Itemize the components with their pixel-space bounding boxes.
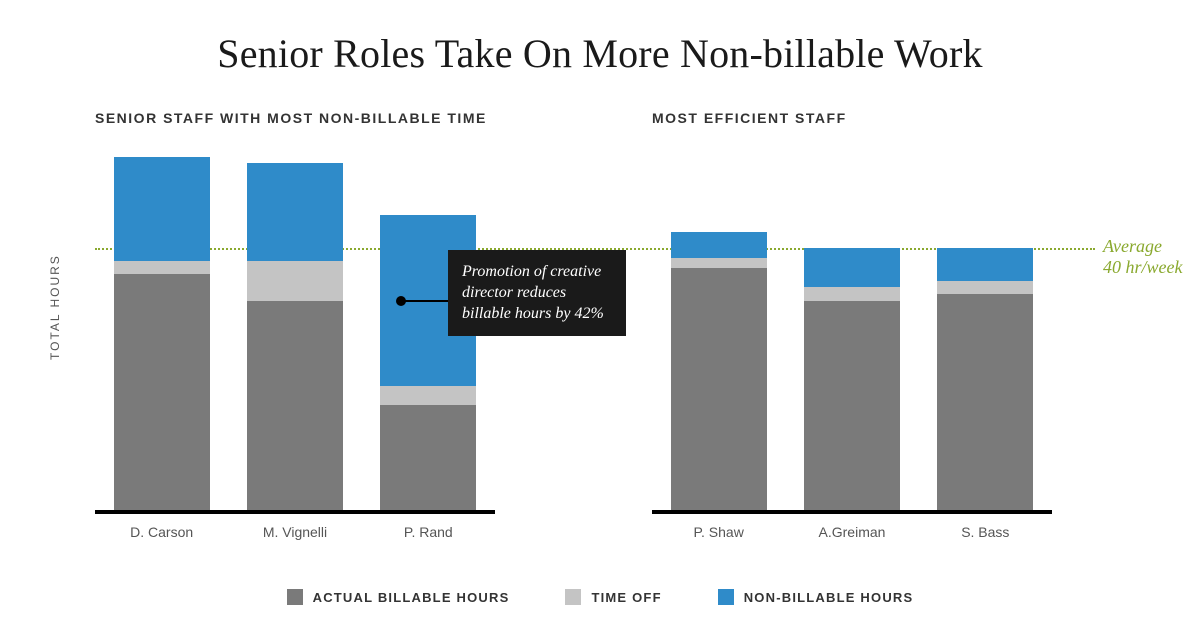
left-bars — [95, 150, 495, 510]
segment-nonbillable — [671, 232, 767, 258]
average-label-line2: 40 hr/week — [1103, 257, 1182, 277]
right-subtitle: MOST EFFICIENT STAFF — [652, 110, 847, 126]
legend-item: ACTUAL BILLABLE HOURS — [287, 589, 510, 605]
callout-connector-line — [400, 300, 448, 302]
segment-nonbillable — [114, 157, 210, 262]
bar — [804, 248, 900, 510]
segment-billable — [804, 301, 900, 510]
bar — [937, 248, 1033, 510]
legend: ACTUAL BILLABLE HOURS TIME OFF NON-BILLABL… — [0, 589, 1200, 605]
average-label-line1: Average — [1103, 236, 1162, 256]
callout-text: Promotion of creative director reduces b… — [462, 263, 604, 322]
segment-billable — [380, 405, 476, 510]
right-bars — [652, 150, 1052, 510]
legend-item: TIME OFF — [565, 589, 661, 605]
y-axis-label: TOTAL HOURS — [48, 254, 62, 360]
segment-timeoff — [380, 386, 476, 406]
legend-label: NON-BILLABLE HOURS — [744, 590, 914, 605]
bar — [671, 232, 767, 510]
segment-timeoff — [937, 281, 1033, 294]
page: Senior Roles Take On More Non-billable W… — [0, 0, 1200, 627]
legend-item: NON-BILLABLE HOURS — [718, 589, 914, 605]
segment-nonbillable — [937, 248, 1033, 281]
x-axis-label: D. Carson — [114, 524, 210, 540]
bar — [114, 157, 210, 510]
x-axis-label: P. Rand — [380, 524, 476, 540]
left-chart — [95, 150, 495, 514]
segment-billable — [671, 268, 767, 510]
segment-timeoff — [114, 261, 210, 274]
segment-nonbillable — [247, 163, 343, 261]
x-axis-label: M. Vignelli — [247, 524, 343, 540]
segment-billable — [247, 301, 343, 510]
right-chart — [652, 150, 1052, 514]
legend-label: TIME OFF — [591, 590, 661, 605]
legend-swatch — [287, 589, 303, 605]
segment-timeoff — [247, 261, 343, 300]
legend-swatch — [718, 589, 734, 605]
segment-billable — [937, 294, 1033, 510]
segment-billable — [114, 274, 210, 510]
left-x-labels: D. Carson M. Vignelli P. Rand — [95, 524, 495, 540]
chart-title: Senior Roles Take On More Non-billable W… — [0, 30, 1200, 77]
bar — [247, 163, 343, 510]
x-axis-label: P. Shaw — [671, 524, 767, 540]
callout-box: Promotion of creative director reduces b… — [448, 250, 626, 336]
segment-timeoff — [671, 258, 767, 268]
x-axis-label: S. Bass — [937, 524, 1033, 540]
average-label: Average 40 hr/week — [1103, 236, 1182, 277]
segment-timeoff — [804, 287, 900, 300]
x-axis-label: A.Greiman — [804, 524, 900, 540]
right-x-labels: P. Shaw A.Greiman S. Bass — [652, 524, 1052, 540]
legend-label: ACTUAL BILLABLE HOURS — [313, 590, 510, 605]
legend-swatch — [565, 589, 581, 605]
left-subtitle: SENIOR STAFF WITH MOST NON-BILLABLE TIME — [95, 110, 487, 126]
segment-nonbillable — [804, 248, 900, 287]
